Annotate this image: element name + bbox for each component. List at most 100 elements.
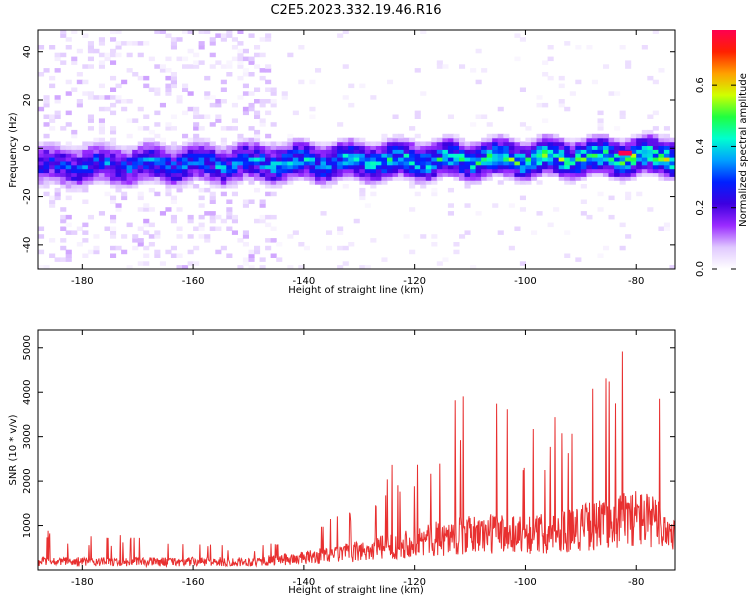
heatmap-cell — [320, 153, 327, 158]
heatmap-cell — [320, 141, 327, 146]
heatmap-cell — [93, 153, 100, 158]
heatmap-cell — [220, 168, 227, 174]
heatmap-cell — [547, 75, 554, 81]
heatmap-cell — [564, 176, 571, 181]
heatmap-cell — [453, 160, 460, 166]
heatmap-cell — [71, 60, 78, 65]
heatmap-cell — [254, 137, 261, 143]
heatmap-cell — [54, 157, 61, 162]
heatmap-cell — [49, 160, 56, 166]
heatmap-cell — [625, 64, 632, 69]
heatmap-cell — [254, 99, 261, 104]
heatmap-cell — [453, 133, 460, 139]
heatmap-cell — [647, 149, 654, 154]
heatmap-cell — [54, 176, 61, 181]
heatmap-cell — [242, 242, 249, 247]
heatmap-cell — [442, 145, 449, 150]
heatmap-cell — [542, 141, 549, 146]
heatmap-cell — [65, 122, 72, 127]
heatmap-cell — [38, 157, 45, 162]
heatmap-cell — [387, 168, 394, 174]
heatmap-cell — [525, 176, 532, 181]
heatmap-cell — [525, 164, 532, 170]
heatmap-cell — [265, 68, 272, 73]
heatmap-cell — [65, 253, 72, 258]
heatmap-cell — [226, 157, 233, 162]
heatmap-cell — [625, 145, 632, 150]
spectrogram-x-label: Height of straight line (km) — [288, 285, 424, 296]
heatmap-cell — [353, 218, 360, 224]
heatmap-cell — [370, 180, 377, 185]
heatmap-cell — [110, 253, 117, 258]
heatmap-cell — [431, 141, 438, 146]
heatmap-cell — [104, 176, 111, 181]
heatmap-cell — [492, 141, 499, 146]
heatmap-cell — [614, 176, 621, 181]
heatmap-cell — [614, 137, 621, 143]
heatmap-cell — [270, 141, 277, 146]
heatmap-cell — [303, 172, 310, 177]
heatmap-cell — [265, 87, 272, 92]
heatmap-cell — [364, 180, 371, 185]
heatmap-cell — [647, 164, 654, 170]
heatmap-cell — [658, 145, 665, 150]
heatmap-cell — [342, 64, 349, 69]
heatmap-cell — [586, 141, 593, 146]
heatmap-cell — [43, 102, 50, 108]
heatmap-cell — [60, 257, 67, 262]
heatmap-cell — [614, 91, 621, 96]
heatmap-cell — [215, 176, 222, 181]
heatmap-cell — [137, 191, 144, 197]
heatmap-cell — [414, 153, 421, 158]
heatmap-cell — [342, 261, 349, 266]
heatmap-cell — [93, 137, 100, 143]
heatmap-cell — [464, 157, 471, 162]
heatmap-cell — [49, 126, 56, 131]
heatmap-cell — [76, 145, 83, 150]
heatmap-cell — [303, 153, 310, 158]
heatmap-cell — [447, 153, 454, 158]
heatmap-cell — [564, 41, 571, 46]
heatmap-cell — [126, 133, 133, 139]
heatmap-cell — [65, 153, 72, 158]
heatmap-cell — [514, 149, 521, 154]
heatmap-cell — [387, 153, 394, 158]
heatmap-cell — [409, 249, 416, 255]
heatmap-cell — [237, 64, 244, 69]
heatmap-cell — [170, 164, 177, 170]
heatmap-cell — [248, 33, 255, 38]
heatmap-cell — [170, 145, 177, 150]
heatmap-cell — [104, 180, 111, 185]
heatmap-cell — [652, 153, 659, 158]
heatmap-cell — [38, 153, 45, 158]
heatmap-cell — [309, 153, 316, 158]
heatmap-cell — [209, 41, 216, 46]
heatmap-cell — [87, 45, 94, 50]
heatmap-cell — [292, 176, 299, 181]
heatmap-cell — [309, 79, 316, 85]
heatmap-cell — [519, 180, 526, 185]
heatmap-cell — [265, 145, 272, 150]
heatmap-cell — [82, 187, 89, 193]
heatmap-cell — [464, 141, 471, 146]
heatmap-cell — [519, 164, 526, 170]
heatmap-cell — [619, 176, 626, 181]
heatmap-cell — [586, 168, 593, 174]
heatmap-cell — [658, 68, 665, 73]
heatmap-cell — [292, 164, 299, 170]
heatmap-cell — [287, 160, 294, 166]
heatmap-cell — [337, 172, 344, 177]
heatmap-cell — [82, 64, 89, 69]
heatmap-cell — [326, 230, 333, 235]
heatmap-cell — [126, 168, 133, 174]
heatmap-cell — [398, 133, 405, 139]
heatmap-cell — [630, 145, 637, 150]
heatmap-cell — [215, 214, 222, 220]
heatmap-cell — [591, 141, 598, 146]
heatmap-cell — [137, 149, 144, 154]
heatmap-cell — [65, 145, 72, 150]
heatmap-cell — [414, 68, 421, 73]
heatmap-cell — [193, 226, 200, 231]
heatmap-cell — [220, 145, 227, 150]
heatmap-cell — [669, 160, 675, 166]
